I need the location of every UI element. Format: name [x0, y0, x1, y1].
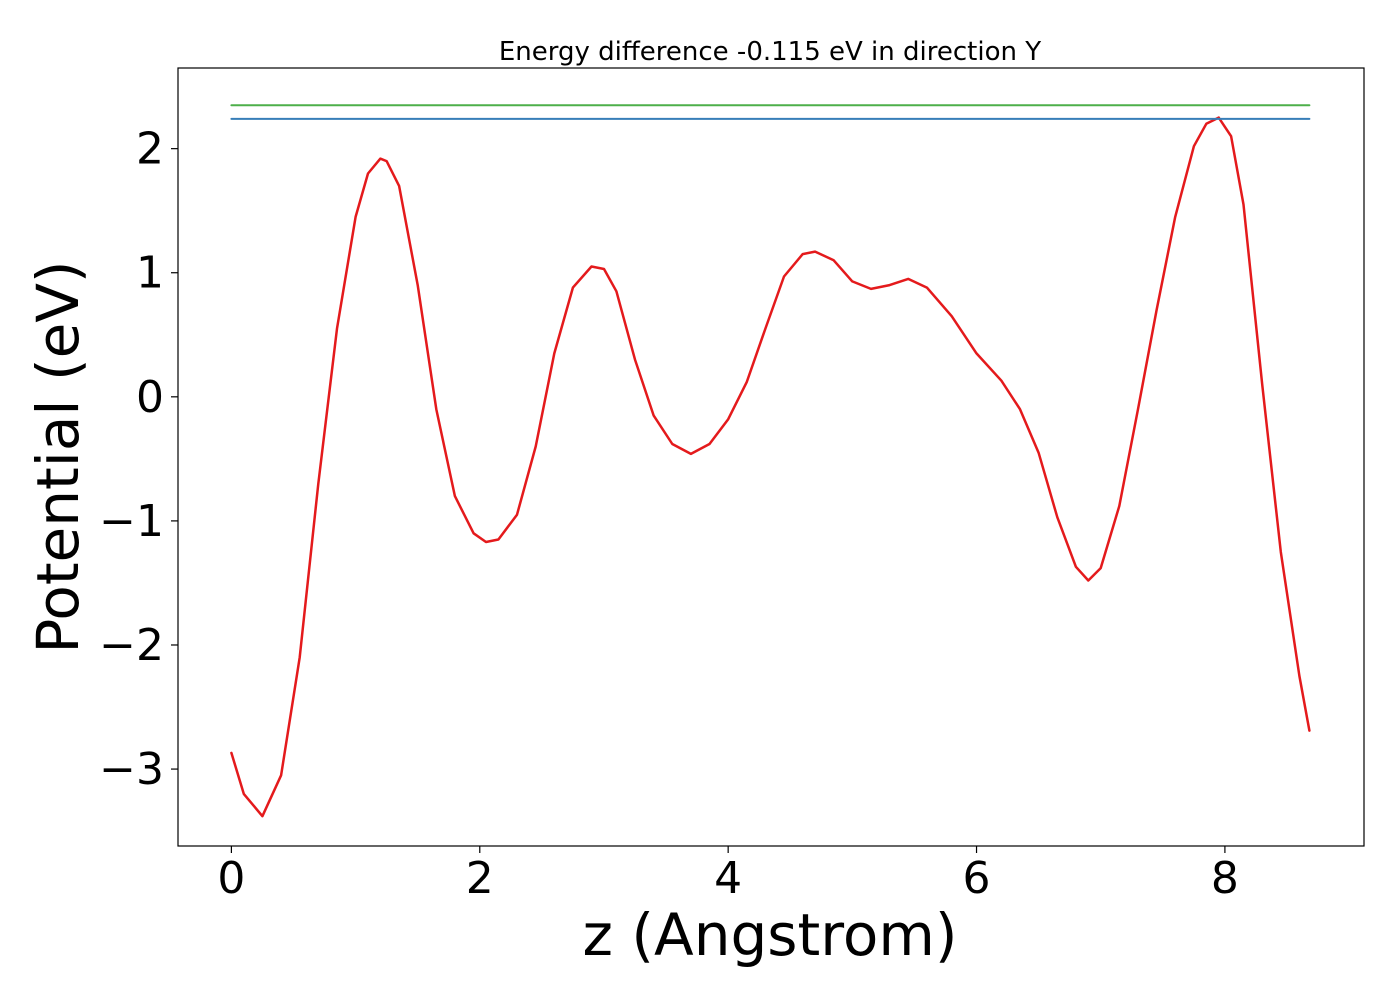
y-tick-label: −1 — [99, 496, 164, 547]
x-axis-label: z (Angstrom) — [583, 901, 958, 969]
x-tick-label: 2 — [466, 853, 494, 904]
x-tick-label: 4 — [714, 853, 742, 904]
x-tick-label: 8 — [1211, 853, 1239, 904]
chart-title: Energy difference -0.115 eV in direction… — [499, 37, 1041, 67]
y-tick-label: 0 — [136, 372, 164, 423]
y-axis-label: Potential (eV) — [24, 260, 92, 653]
x-tick-label: 6 — [963, 853, 991, 904]
x-axis: 0 2 4 6 8 — [217, 846, 1239, 904]
y-axis: −3 −2 −1 0 1 2 — [99, 124, 178, 795]
plot-area — [177, 67, 1365, 847]
y-tick-label: 1 — [136, 248, 164, 299]
y-tick-label: 2 — [136, 124, 164, 175]
plot-frame — [177, 67, 1365, 847]
x-tick-label: 0 — [217, 853, 245, 904]
series-line-1 — [230, 116, 1311, 818]
y-tick-label: −2 — [99, 620, 164, 671]
series-layer — [230, 104, 1311, 818]
y-tick-label: −3 — [99, 744, 164, 795]
